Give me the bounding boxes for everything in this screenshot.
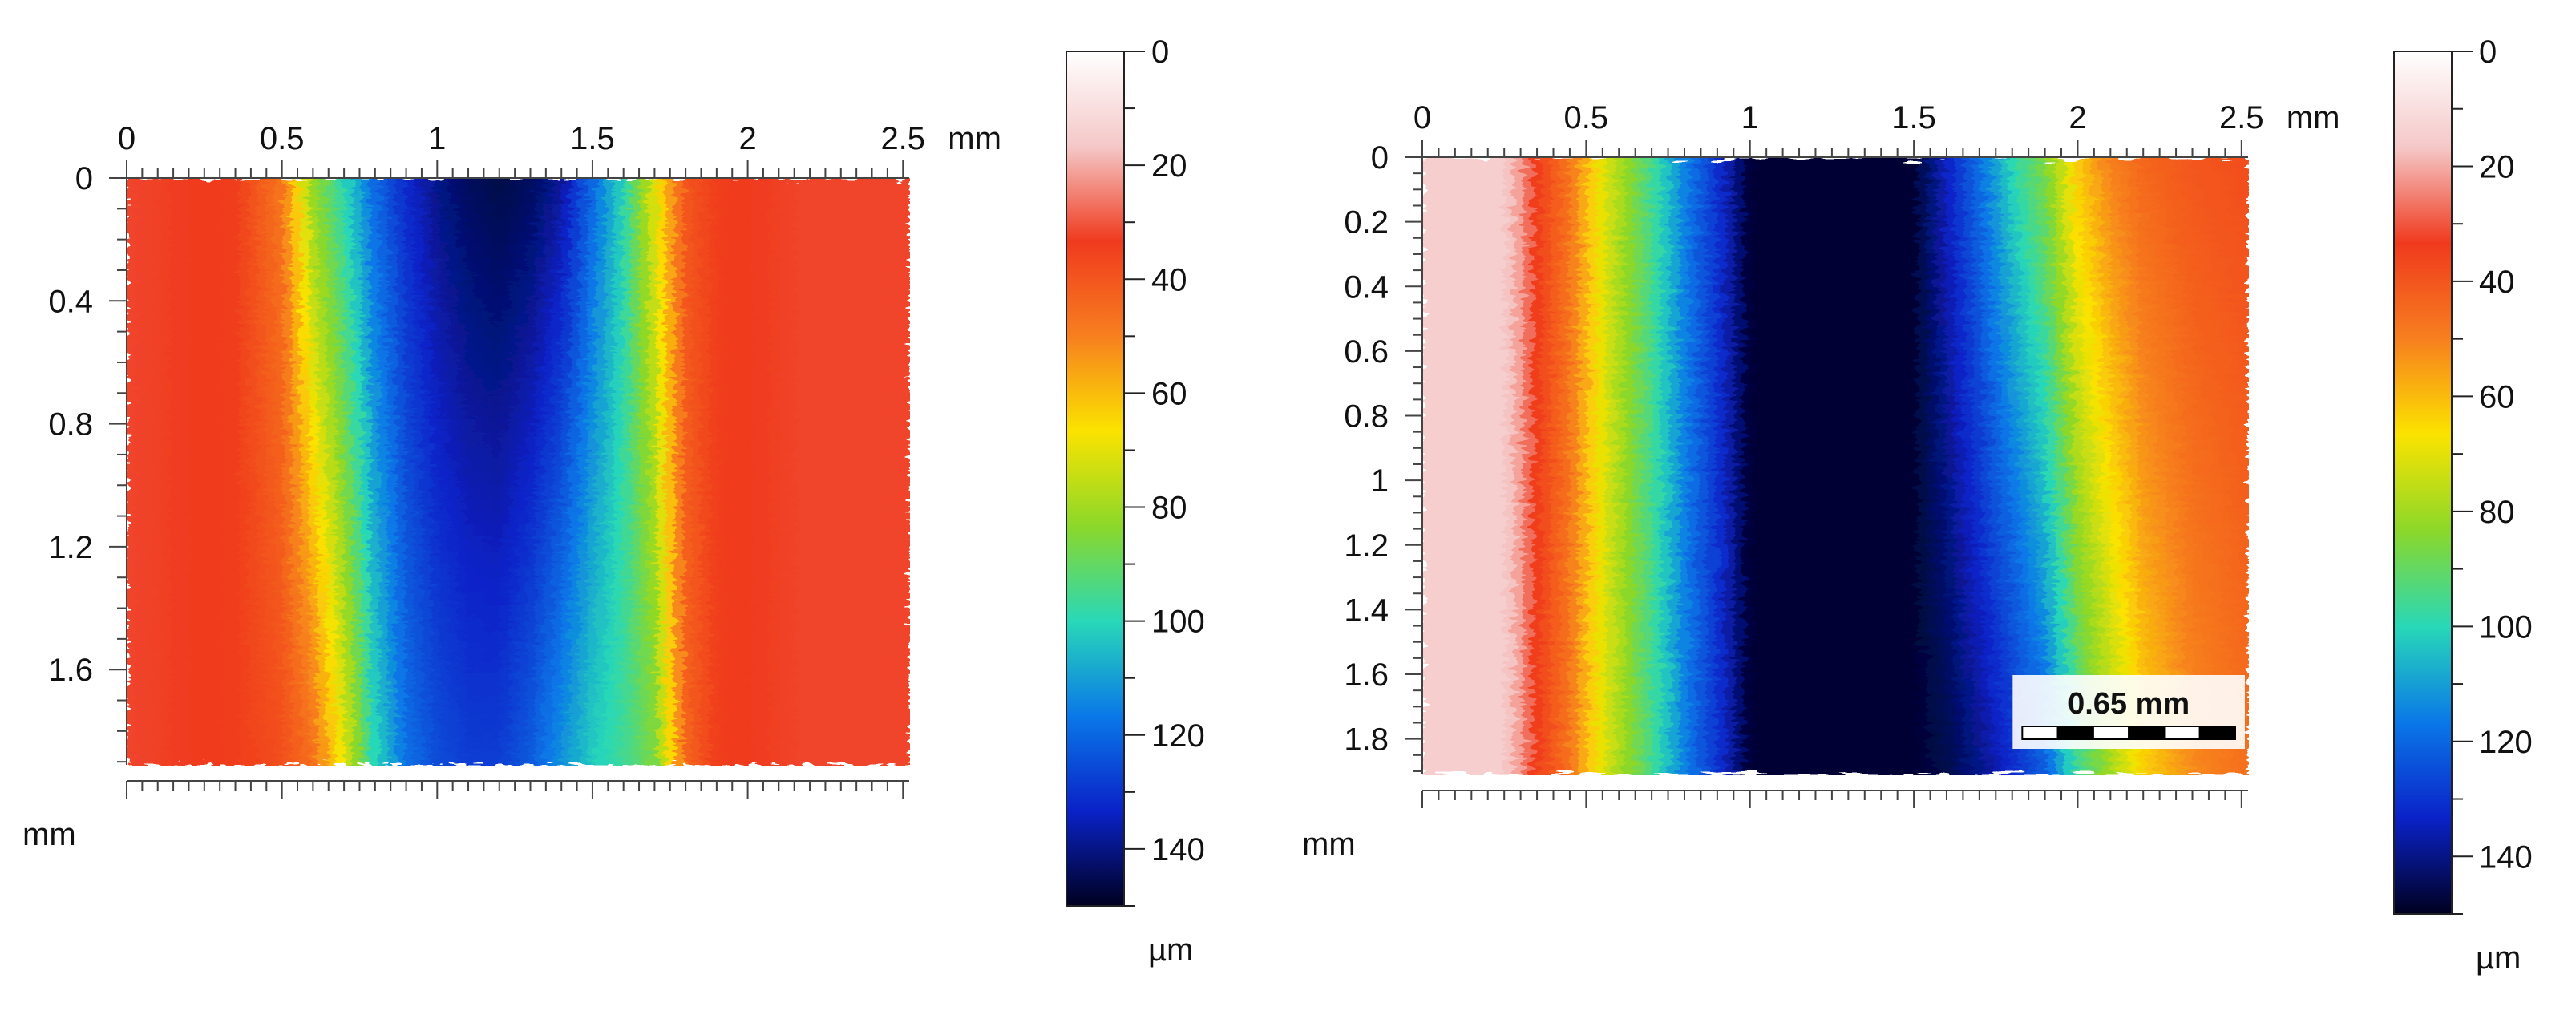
scale-bar: 0.65 mm xyxy=(2012,675,2245,749)
x-tick-label: 2.5 xyxy=(2219,100,2264,135)
y-tick-label: 1.2 xyxy=(48,530,93,565)
y-tick-label: 1.8 xyxy=(1344,722,1389,758)
y-tick-label: 0.8 xyxy=(1344,399,1389,435)
x-axis-top: 0 0.5 1 1.5 2 2.5 mm xyxy=(1413,100,2340,158)
y-tick-label: 1 xyxy=(1371,463,1389,499)
x-tick-label: 0 xyxy=(1413,100,1431,135)
colorbar-unit-label: µm xyxy=(1148,932,1193,968)
x-axis-bottom xyxy=(1421,790,2248,808)
x-tick-label: 1 xyxy=(1741,100,1759,135)
y-tick-label: 1.6 xyxy=(48,653,93,688)
x-tick-label: 0 xyxy=(118,121,135,156)
colorbar-tick-label: 20 xyxy=(2479,149,2515,184)
y-tick-label: 0.8 xyxy=(48,407,93,443)
colorbar-tick-label: 120 xyxy=(2479,725,2533,760)
y-axis: 0 0.2 0.4 0.6 0.8 1 1.2 1.4 1.6 1.8 mm xyxy=(1302,140,1423,862)
colorbar: 0 20 40 60 80 100 120 140 µm xyxy=(1066,34,1205,968)
colorbar-tick-label: 80 xyxy=(1151,491,1187,526)
x-unit-label: mm xyxy=(2287,100,2340,135)
colorbar-unit-label: µm xyxy=(2476,940,2521,976)
y-tick-label: 0.4 xyxy=(1344,269,1389,305)
x-unit-label: mm xyxy=(948,121,1001,156)
x-axis-top: 0 0.5 1 1.5 2 2.5 mm xyxy=(118,121,1001,179)
y-tick-label: 1.4 xyxy=(1344,592,1389,628)
colorbar-tick-label: 100 xyxy=(1151,605,1205,640)
x-axis-bottom xyxy=(126,780,909,799)
y-axis: 0 0.4 0.8 1.2 1.6 mm xyxy=(22,161,127,852)
x-tick-label: 1.5 xyxy=(1891,100,1936,135)
heatmap-image xyxy=(1422,157,2249,775)
colorbar-tick-label: 40 xyxy=(1151,262,1187,297)
colorbar-tick-label: 0 xyxy=(2479,34,2497,70)
x-tick-label: 0.5 xyxy=(260,121,305,156)
y-tick-label: 0 xyxy=(1371,140,1389,176)
surface-map-left: 0 0.5 1 1.5 2 2.5 mm 0 0.4 0.8 1.2 1.6 mm 0 20 40 60 80 10… xyxy=(22,34,1205,968)
surface-map-right: 0 0.5 1 1.5 2 2.5 mm 0 0.2 0.4 0.6 0.8 1 1.2 1.4 1.6 1.8… xyxy=(1302,34,2533,976)
colorbar-tick-label: 20 xyxy=(1151,148,1187,184)
y-tick-label: 0 xyxy=(75,161,93,196)
y-tick-label: 0.6 xyxy=(1344,334,1389,370)
x-tick-label: 2 xyxy=(2068,100,2086,135)
y-tick-label: 1.2 xyxy=(1344,528,1389,564)
colorbar-tick-label: 120 xyxy=(1151,718,1205,754)
colorbar-tick-label: 80 xyxy=(2479,495,2515,530)
x-tick-label: 2 xyxy=(738,121,756,156)
y-tick-label: 0.4 xyxy=(48,284,93,319)
colorbar-tick-label: 0 xyxy=(1151,34,1169,70)
colorbar-tick-label: 60 xyxy=(1151,376,1187,411)
colorbar-tick-label: 100 xyxy=(2479,609,2533,645)
x-tick-label: 2.5 xyxy=(880,121,925,156)
y-unit-label: mm xyxy=(1302,827,1356,862)
scale-bar-label: 0.65 mm xyxy=(2068,687,2190,721)
colorbar-tick-label: 60 xyxy=(2479,379,2515,414)
y-unit-label: mm xyxy=(22,817,76,852)
heatmap-image xyxy=(127,178,910,766)
colorbar-tick-label: 40 xyxy=(2479,265,2515,300)
x-tick-label: 0.5 xyxy=(1564,100,1609,135)
x-tick-label: 1.5 xyxy=(570,121,615,156)
colorbar-tick-label: 140 xyxy=(1151,832,1205,867)
x-tick-label: 1 xyxy=(428,121,446,156)
colorbar-tick-label: 140 xyxy=(2479,839,2533,875)
colorbar: 0 20 40 60 80 100 120 140 µm xyxy=(2393,34,2533,976)
y-tick-label: 0.2 xyxy=(1344,205,1389,241)
y-tick-label: 1.6 xyxy=(1344,657,1389,693)
